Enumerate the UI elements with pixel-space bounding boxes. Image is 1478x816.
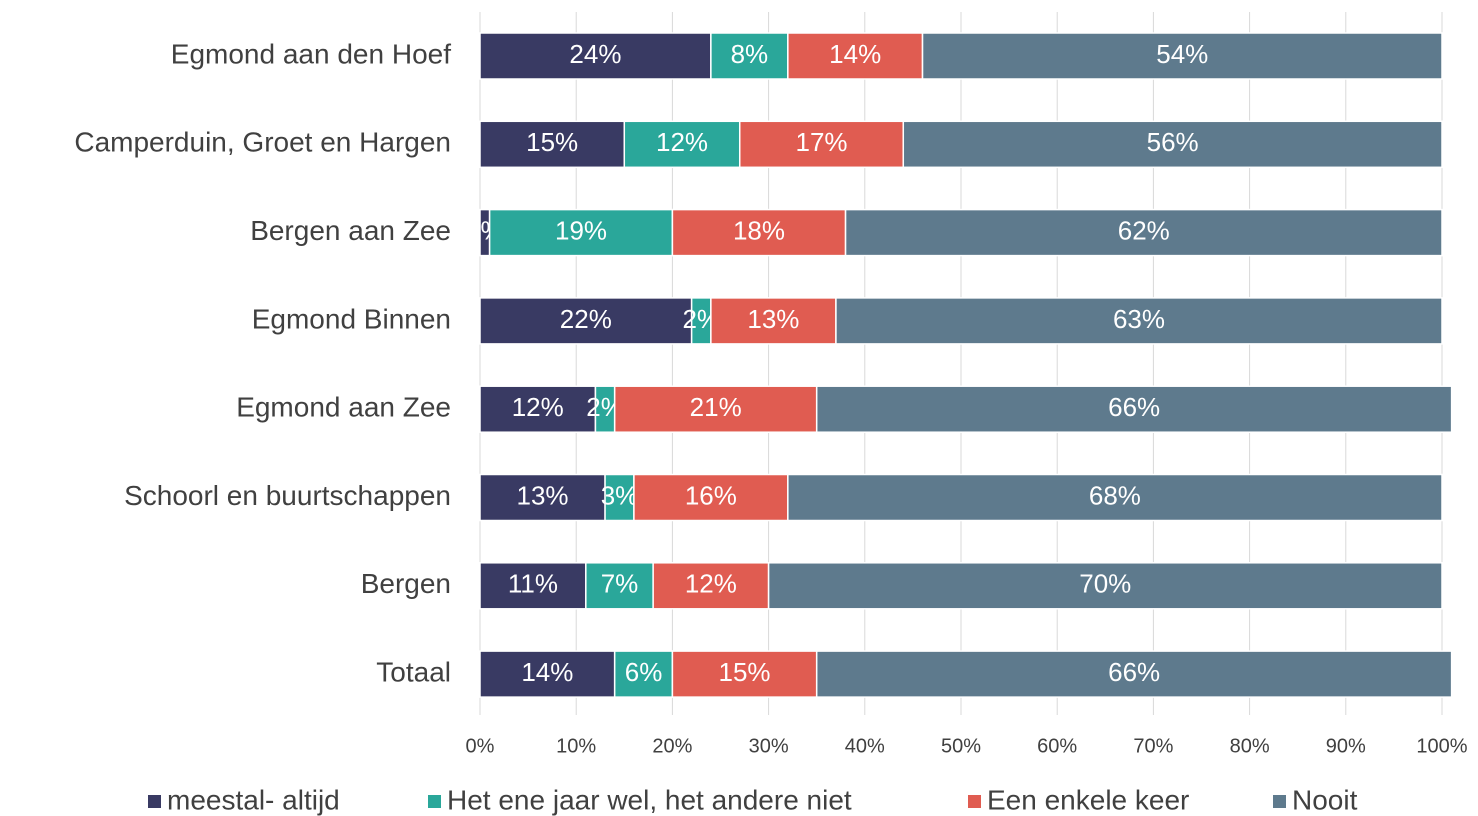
bar-segment — [479, 473, 606, 522]
data-label: 12% — [685, 569, 737, 599]
y-tick-label: Bergen — [361, 568, 451, 599]
data-label: 63% — [1113, 304, 1165, 334]
data-label: 12% — [512, 392, 564, 422]
bar-segment — [488, 208, 674, 257]
legend-swatch — [968, 795, 981, 808]
data-label: 6% — [625, 657, 663, 687]
bar-segment — [652, 562, 770, 610]
y-tick-label: Egmond aan den Hoef — [171, 38, 451, 69]
bar-segment — [710, 297, 837, 345]
data-label: 14% — [829, 39, 881, 69]
y-tick-label: Egmond aan Zee — [236, 392, 451, 423]
data-label: 15% — [719, 657, 771, 687]
legend-swatch — [428, 795, 441, 808]
x-tick-label: 30% — [749, 735, 789, 757]
legend-swatch — [148, 795, 161, 808]
data-label: 66% — [1108, 392, 1160, 422]
bar-segment — [479, 385, 597, 433]
data-label: 21% — [690, 392, 742, 422]
x-tick-label: 80% — [1230, 735, 1270, 757]
legend-label: meestal- altijd — [167, 784, 340, 815]
y-tick-label: Schoorl en buurtschappen — [124, 480, 451, 511]
data-label: 66% — [1108, 657, 1160, 687]
x-tick-label: 50% — [941, 735, 981, 757]
bar-segment — [815, 650, 1453, 698]
data-label: 8% — [731, 39, 769, 69]
data-label: 62% — [1118, 215, 1170, 245]
bar-segment — [902, 120, 1443, 169]
legend-swatch — [1273, 795, 1286, 808]
bar-segment — [479, 32, 712, 80]
data-label: 12% — [656, 127, 708, 157]
y-tick-label: Bergen aan Zee — [250, 215, 451, 246]
legend-label: Nooit — [1292, 784, 1358, 815]
y-tick-label: Totaal — [376, 656, 451, 687]
bar-segment — [613, 385, 818, 433]
data-label: 17% — [795, 127, 847, 157]
bar-segment — [671, 650, 818, 698]
bar-segment — [767, 562, 1443, 610]
data-label: 14% — [521, 657, 573, 687]
data-label: 22% — [560, 304, 612, 334]
data-label: 70% — [1079, 569, 1131, 599]
data-label: 19% — [555, 215, 607, 245]
legend-label: Het ene jaar wel, het andere niet — [447, 784, 852, 815]
data-label: 18% — [733, 215, 785, 245]
data-label: 3% — [601, 480, 639, 510]
x-tick-label: 70% — [1133, 735, 1173, 757]
x-tick-label: 20% — [652, 735, 692, 757]
bar-segment — [844, 208, 1443, 257]
x-tick-label: 0% — [466, 735, 495, 757]
data-label: 11% — [508, 569, 558, 599]
data-label: 15% — [526, 127, 578, 157]
bar-segment — [479, 650, 616, 698]
data-label: 68% — [1089, 480, 1141, 510]
bar-segment — [585, 562, 654, 610]
bar-segment — [710, 32, 789, 80]
bar-segment — [921, 32, 1443, 80]
bar-segment — [787, 473, 1443, 522]
bar-segment — [815, 385, 1453, 433]
bar-segment — [479, 562, 587, 610]
data-label: 56% — [1147, 127, 1199, 157]
x-tick-label: 40% — [845, 735, 885, 757]
bar-segment — [479, 120, 626, 169]
x-tick-label: 60% — [1037, 735, 1077, 757]
data-label: 13% — [747, 304, 799, 334]
bar-segment — [613, 650, 674, 698]
data-label: 16% — [685, 480, 737, 510]
x-tick-label: 10% — [556, 735, 596, 757]
bar-segment — [738, 120, 905, 169]
bar-segment — [479, 297, 693, 345]
x-tick-label: 100% — [1416, 735, 1467, 757]
y-tick-label: Egmond Binnen — [252, 303, 451, 334]
legend-label: Een enkele keer — [987, 784, 1189, 815]
data-label: 54% — [1156, 39, 1208, 69]
data-label: 7% — [601, 569, 639, 599]
y-tick-label: Camperduin, Groet en Hargen — [74, 127, 451, 158]
bar-segment — [604, 473, 635, 522]
bar-segment — [835, 297, 1443, 345]
bar-segment — [623, 120, 741, 169]
data-label: 13% — [517, 480, 569, 510]
data-label: 24% — [569, 39, 621, 69]
x-tick-label: 90% — [1326, 735, 1366, 757]
